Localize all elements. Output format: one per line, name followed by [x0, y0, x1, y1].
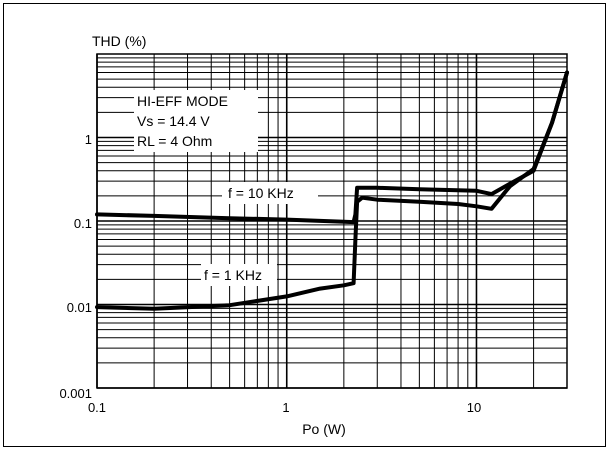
- plot-border: [96, 53, 568, 389]
- x-axis-label: Po (W): [302, 421, 346, 437]
- info-line-rl: RL = 4 Ohm: [137, 133, 212, 149]
- info-box: HI-EFF MODE Vs = 14.4 V RL = 4 Ohm: [134, 90, 258, 152]
- x-tick-label: 10: [467, 400, 481, 415]
- x-tick-label: 0.1: [88, 400, 106, 415]
- y-tick-label: 1: [85, 132, 92, 147]
- series-line-1khz: [95, 70, 569, 311]
- x-tick-label: 1: [282, 400, 289, 415]
- label-1khz: f = 1 KHz: [201, 264, 277, 286]
- y-tick-label: 0.001: [59, 386, 92, 401]
- y-tick-label: 0.1: [74, 216, 92, 231]
- y-axis-label: THD (%): [92, 33, 146, 49]
- series-label-10khz: f = 10 KHz: [228, 185, 294, 201]
- info-line-mode: HI-EFF MODE: [137, 93, 228, 109]
- y-tick-label: 0.01: [67, 300, 92, 315]
- tick-labels: 0.1 1 10 0.001 0.01 0.1 1: [59, 132, 481, 415]
- series-label-1khz: f = 1 KHz: [204, 267, 262, 283]
- series-layer: [95, 70, 569, 311]
- label-10khz: f = 10 KHz: [222, 182, 318, 204]
- info-line-vs: Vs = 14.4 V: [137, 113, 210, 129]
